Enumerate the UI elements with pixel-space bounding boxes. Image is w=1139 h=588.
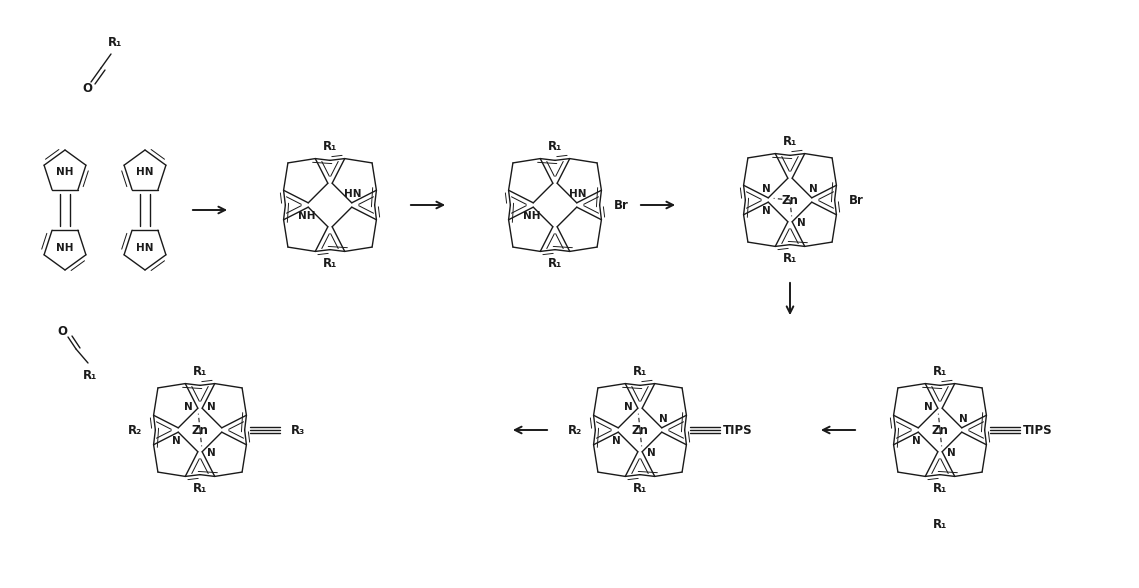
Text: R₁: R₁: [933, 482, 948, 495]
Text: Br: Br: [850, 193, 865, 206]
Text: N: N: [624, 402, 633, 412]
Text: Zn: Zn: [781, 193, 798, 206]
Text: N: N: [762, 183, 771, 193]
Text: Br: Br: [614, 199, 629, 212]
Text: N: N: [658, 413, 667, 423]
Text: N: N: [912, 436, 921, 446]
Text: N: N: [185, 402, 192, 412]
Text: N: N: [172, 436, 181, 446]
Text: N: N: [959, 413, 968, 423]
Text: R₁: R₁: [633, 365, 647, 378]
Text: N: N: [207, 402, 216, 412]
Text: R₃: R₃: [290, 423, 305, 436]
Text: R₁: R₁: [548, 257, 563, 270]
Text: R₂: R₂: [129, 423, 142, 436]
Text: N: N: [809, 183, 818, 193]
Text: N: N: [207, 448, 216, 458]
Text: N: N: [797, 218, 805, 228]
Text: NH: NH: [523, 212, 541, 222]
Text: R₁: R₁: [633, 482, 647, 495]
Text: R₁: R₁: [322, 140, 337, 153]
Text: R₁: R₁: [192, 482, 207, 495]
Text: R₁: R₁: [108, 35, 122, 48]
Text: R₁: R₁: [83, 369, 97, 382]
Text: HN: HN: [344, 189, 362, 199]
Text: R₁: R₁: [322, 257, 337, 270]
Text: R₁: R₁: [192, 365, 207, 378]
Text: Zn: Zn: [631, 423, 648, 436]
Text: O: O: [82, 82, 92, 95]
Text: N: N: [613, 436, 621, 446]
Text: NH: NH: [298, 212, 316, 222]
Text: HN: HN: [137, 243, 154, 253]
Text: R₁: R₁: [933, 365, 948, 378]
Text: N: N: [647, 448, 656, 458]
Text: HN: HN: [137, 167, 154, 177]
Text: TIPS: TIPS: [1023, 423, 1052, 436]
Text: NH: NH: [56, 243, 74, 253]
Text: Zn: Zn: [932, 423, 949, 436]
Text: R₁: R₁: [782, 252, 797, 265]
Text: N: N: [924, 402, 933, 412]
Text: NH: NH: [56, 167, 74, 177]
Text: R₁: R₁: [782, 135, 797, 148]
Text: Zn: Zn: [191, 423, 208, 436]
Text: HN: HN: [570, 189, 587, 199]
Text: TIPS: TIPS: [723, 423, 753, 436]
Text: N: N: [762, 206, 771, 216]
Text: R₁: R₁: [933, 519, 948, 532]
Text: O: O: [57, 325, 67, 338]
Text: N: N: [948, 448, 956, 458]
Text: R₂: R₂: [568, 423, 582, 436]
Text: R₁: R₁: [548, 140, 563, 153]
